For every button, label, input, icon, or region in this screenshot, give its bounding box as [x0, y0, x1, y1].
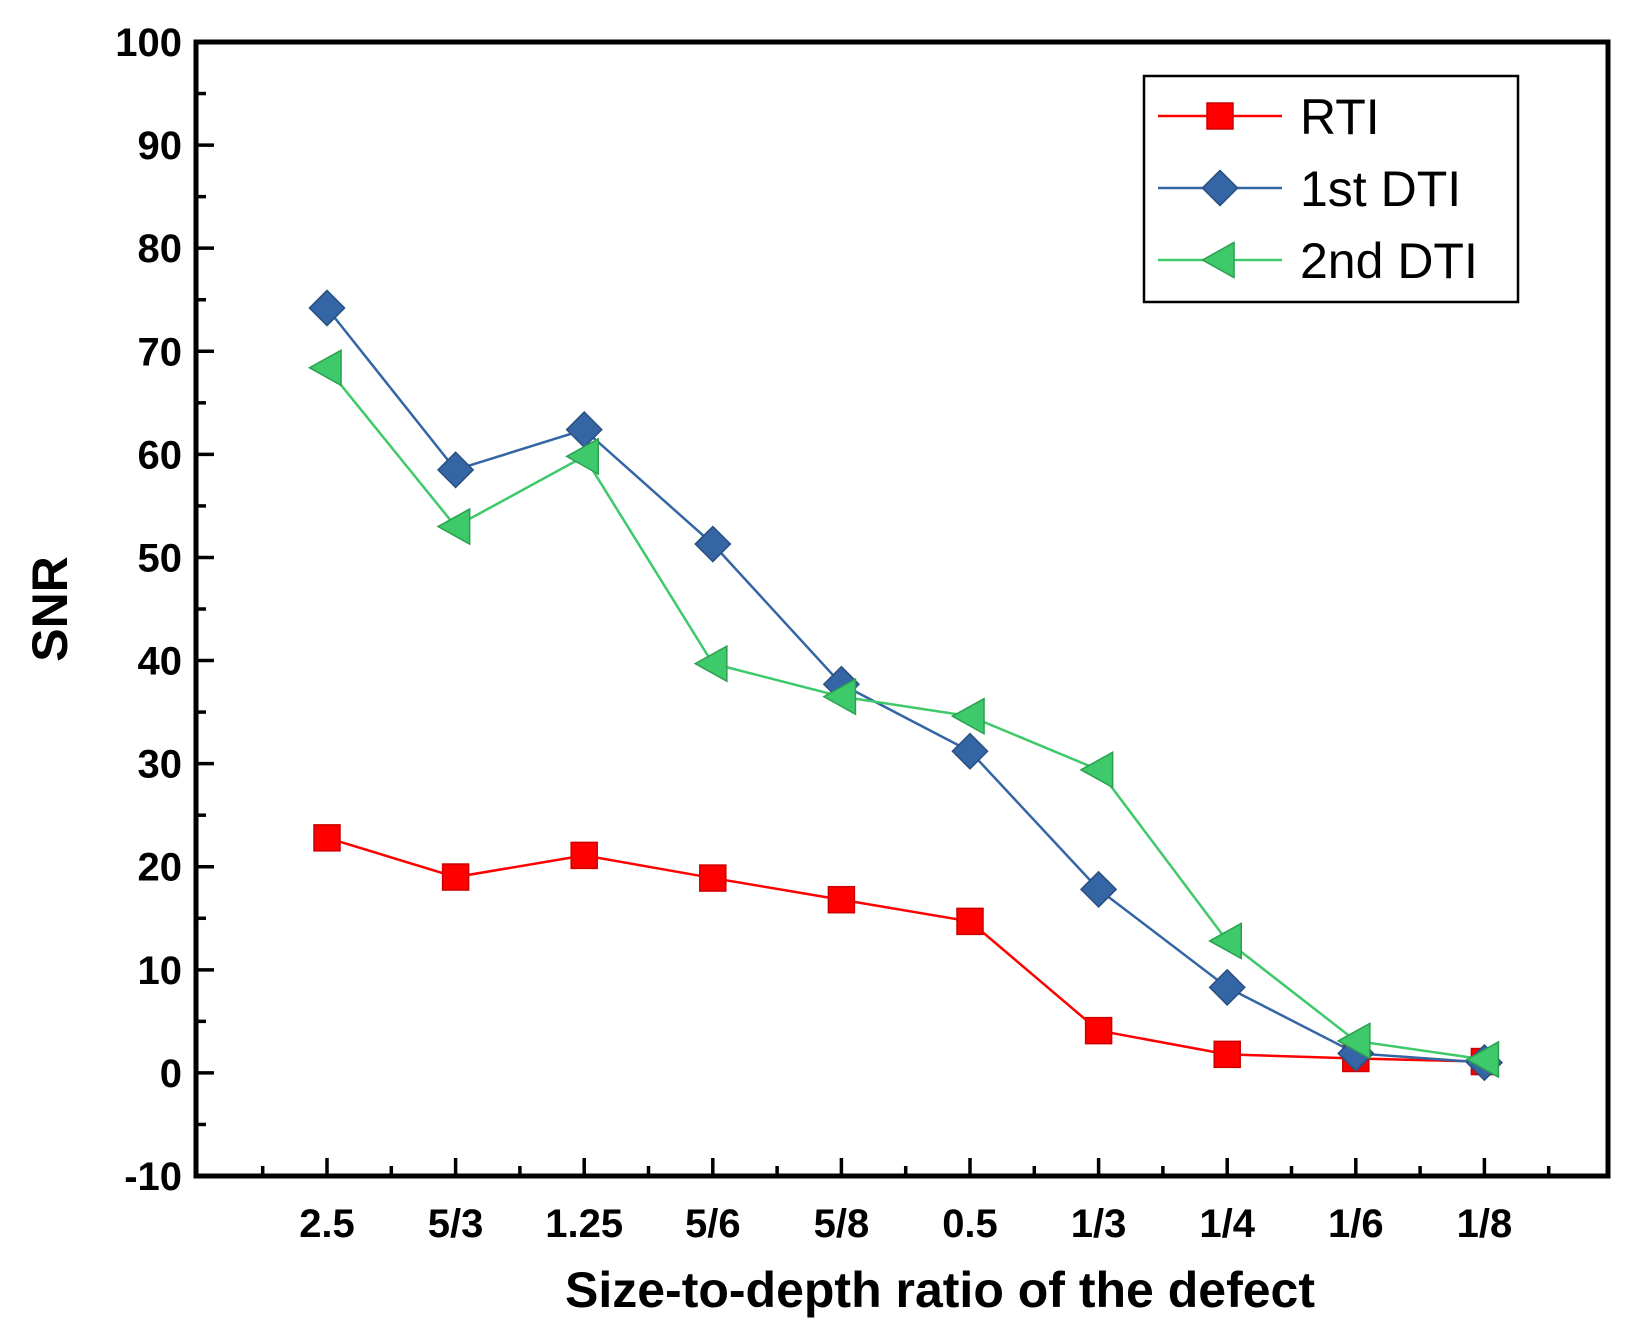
- x-tick-label: 1/3: [1071, 1202, 1127, 1246]
- data-point-2nd-dti: [1079, 750, 1114, 789]
- y-tick-label: 100: [115, 21, 182, 65]
- y-tick-label: 30: [138, 743, 183, 787]
- data-point-2nd-dti: [1208, 922, 1242, 960]
- data-point-1st-dti: [694, 525, 732, 563]
- x-tick-labels: 2.5 5/3 1.25 5/6 5/8 0.5 1/3 1/4 1/6 1/8: [299, 1202, 1512, 1246]
- series-rti: [313, 824, 1499, 1076]
- data-point-2nd-dti: [693, 644, 728, 683]
- series-1st-dti: [308, 289, 1504, 1082]
- x-tick-label: 1/8: [1457, 1202, 1513, 1246]
- x-tick-label: 2.5: [299, 1202, 355, 1246]
- y-tick-label: 50: [138, 536, 183, 580]
- data-point-2nd-dti: [950, 697, 985, 736]
- y-tick-label: 60: [138, 433, 183, 477]
- data-point-2nd-dti: [436, 507, 471, 546]
- y-tick-label: 20: [138, 846, 183, 890]
- series-layer: [307, 289, 1504, 1082]
- x-axis-title: Size-to-depth ratio of the defect: [565, 1262, 1315, 1318]
- x-tick-label: 1.25: [545, 1202, 623, 1246]
- data-point-2nd-dti: [565, 437, 599, 476]
- x-tick-label: 5/3: [428, 1202, 484, 1246]
- data-point-1st-dti: [1079, 870, 1118, 909]
- y-tick-label: 70: [138, 330, 183, 374]
- y-tick-label: 90: [138, 124, 183, 168]
- data-point-1st-dti: [308, 289, 346, 327]
- legend-marker: [1206, 102, 1234, 130]
- legend-label: 2nd DTI: [1300, 233, 1478, 289]
- y-tick-label: -10: [124, 1155, 182, 1199]
- data-point-2nd-dti: [1336, 1022, 1371, 1060]
- y-axis-title: SNR: [22, 556, 78, 662]
- legend-marker: [1201, 169, 1239, 207]
- series-line-2nd-dti: [326, 366, 1485, 1061]
- legend-entry-rti: RTI: [1158, 89, 1380, 145]
- data-point-1st-dti: [951, 732, 989, 770]
- legend-marker: [1200, 241, 1235, 279]
- data-point-rti: [827, 885, 856, 914]
- x-tick-label: 1/6: [1328, 1202, 1384, 1246]
- data-point-rti: [1084, 1016, 1113, 1045]
- data-point-rti: [570, 841, 598, 870]
- legend-label: RTI: [1300, 89, 1380, 145]
- y-tick-label: 0: [160, 1052, 182, 1096]
- series-line-rti: [326, 836, 1485, 1063]
- legend-entry-2nd-dti: 2nd DTI: [1158, 233, 1478, 289]
- x-tick-label: 5/8: [814, 1202, 870, 1246]
- data-point-2nd-dti: [1465, 1040, 1500, 1079]
- data-point-rti: [441, 863, 470, 891]
- x-tick-label: 0.5: [942, 1202, 998, 1246]
- series-line-1st-dti: [326, 307, 1485, 1064]
- plot-frame: [193, 39, 1611, 1179]
- data-point-2nd-dti: [822, 677, 857, 716]
- legend-label: 1st DTI: [1300, 161, 1461, 217]
- data-point-rti: [699, 864, 727, 892]
- data-point-rti: [1213, 1040, 1241, 1069]
- legend: RTI 1st DTI 2nd DTI: [1142, 74, 1520, 304]
- data-point-1st-dti: [436, 451, 475, 489]
- legend-entry-1st-dti: 1st DTI: [1158, 161, 1461, 217]
- data-point-1st-dti: [1208, 968, 1246, 1006]
- data-point-2nd-dti: [307, 348, 342, 387]
- y-tick-labels: -10 0 10 20 30 40 50 60 70 80 90 100: [115, 21, 182, 1199]
- data-point-rti: [956, 907, 984, 936]
- series-2nd-dti: [307, 348, 1500, 1079]
- y-tick-label: 10: [138, 949, 183, 993]
- y-tick-label: 40: [138, 640, 183, 684]
- x-tick-label: 1/4: [1199, 1202, 1255, 1246]
- data-point-rti: [313, 824, 341, 852]
- y-tick-label: 80: [138, 227, 183, 271]
- x-tick-label: 5/6: [685, 1202, 741, 1246]
